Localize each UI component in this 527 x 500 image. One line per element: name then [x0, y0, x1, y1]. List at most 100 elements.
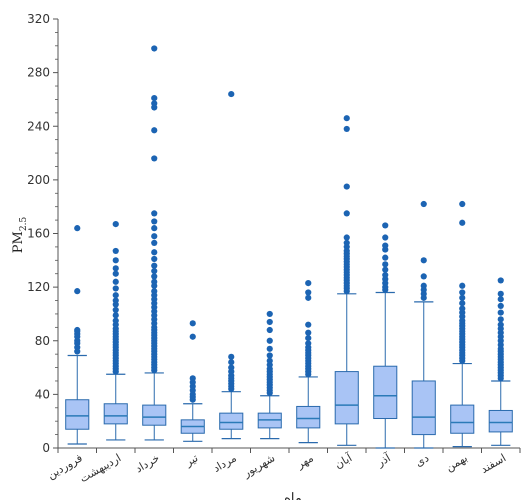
- outlier-point: [459, 219, 466, 226]
- outlier-point: [343, 210, 350, 217]
- outlier-point: [151, 249, 158, 256]
- y-tick-label: 80: [35, 334, 50, 348]
- outlier-point: [112, 297, 119, 304]
- outlier-point: [343, 115, 350, 122]
- y-tick-label: 200: [27, 173, 50, 187]
- outlier-point: [497, 277, 504, 284]
- outlier-point: [112, 257, 119, 264]
- outlier-point: [228, 364, 235, 371]
- outlier-point: [459, 200, 466, 208]
- outlier-point: [459, 300, 466, 307]
- outlier-point: [189, 333, 196, 340]
- outlier-point: [420, 273, 427, 280]
- box-iqr: [373, 365, 398, 420]
- outlier-point: [420, 200, 427, 208]
- outlier-point: [151, 127, 158, 134]
- outlier-point: [151, 210, 158, 217]
- box-group: [219, 90, 244, 440]
- outlier-point: [112, 312, 119, 319]
- y-tick-label: 240: [27, 119, 50, 133]
- outlier-point: [497, 290, 504, 297]
- box-group: [334, 115, 359, 446]
- outlier-point: [382, 242, 389, 249]
- outlier-point: [459, 294, 466, 301]
- outlier-point: [151, 218, 158, 225]
- outlier-point: [112, 292, 119, 299]
- y-tick-label: 280: [27, 66, 50, 80]
- x-axis-label: ماه: [284, 491, 302, 500]
- outlier-point: [420, 257, 427, 264]
- outlier-point: [305, 280, 312, 287]
- outlier-point: [266, 310, 273, 318]
- outlier-point: [189, 320, 196, 327]
- outlier-point: [459, 282, 466, 289]
- x-tick-label: آذر: [373, 450, 393, 470]
- outlier-point: [382, 261, 389, 268]
- outlier-point: [112, 278, 119, 285]
- outlier-point: [228, 359, 235, 366]
- outlier-point: [151, 255, 158, 263]
- outlier-point: [459, 305, 466, 312]
- x-tick-label: مرداد: [211, 451, 239, 475]
- box-iqr: [411, 380, 436, 436]
- outlier-point: [112, 265, 119, 272]
- outlier-point: [382, 234, 389, 241]
- outlier-point: [151, 94, 158, 102]
- outlier-point: [266, 352, 273, 359]
- outlier-point: [74, 225, 81, 232]
- outlier-point: [382, 271, 389, 279]
- outlier-point: [343, 183, 350, 190]
- outlier-point: [382, 254, 389, 261]
- outlier-point: [459, 289, 466, 296]
- outlier-point: [112, 221, 119, 228]
- box-iqr: [450, 404, 475, 434]
- box-group: [296, 280, 321, 444]
- outlier-point: [266, 357, 273, 364]
- outlier-point: [151, 225, 158, 232]
- outlier-point: [112, 306, 119, 314]
- box-iqr: [219, 412, 244, 430]
- outlier-point: [151, 233, 158, 240]
- outlier-point: [305, 321, 312, 328]
- outlier-point: [112, 285, 119, 292]
- outlier-point: [189, 375, 196, 382]
- y-tick-label: 40: [35, 387, 50, 401]
- box-group: [411, 200, 436, 449]
- box-iqr: [65, 399, 90, 430]
- outlier-point: [382, 222, 389, 229]
- outlier-point: [497, 309, 504, 316]
- y-tick-label: 120: [27, 280, 50, 294]
- box-group: [257, 310, 282, 440]
- box-iqr: [334, 371, 359, 425]
- outlier-point: [151, 239, 158, 246]
- y-tick-label: 320: [27, 12, 50, 26]
- outlier-point: [497, 296, 504, 303]
- box-group: [142, 45, 167, 441]
- box-iqr: [103, 403, 128, 425]
- outlier-point: [343, 239, 350, 246]
- outlier-point: [305, 340, 312, 347]
- outlier-point: [497, 321, 504, 328]
- y-axis-label: PM2.5: [11, 217, 29, 254]
- outlier-point: [151, 267, 158, 275]
- x-tick-label: اسفند: [478, 451, 508, 476]
- outlier-point: [112, 247, 119, 255]
- outlier-point: [228, 353, 235, 360]
- outlier-point: [420, 282, 427, 289]
- outlier-point: [266, 345, 273, 352]
- outlier-point: [151, 45, 158, 52]
- outlier-point: [228, 90, 235, 98]
- x-tick-label: آبان: [332, 450, 355, 471]
- outlier-point: [305, 294, 312, 301]
- box-iqr: [296, 405, 321, 429]
- outlier-point: [151, 278, 158, 285]
- y-axis: 0 40 80 120 160 200 240 280 320: [27, 12, 59, 455]
- outlier-point: [305, 334, 312, 342]
- outlier-point: [151, 100, 158, 107]
- outlier-point: [151, 273, 158, 280]
- box-group: [373, 222, 398, 449]
- box-group: [103, 221, 128, 441]
- outlier-point: [305, 289, 312, 296]
